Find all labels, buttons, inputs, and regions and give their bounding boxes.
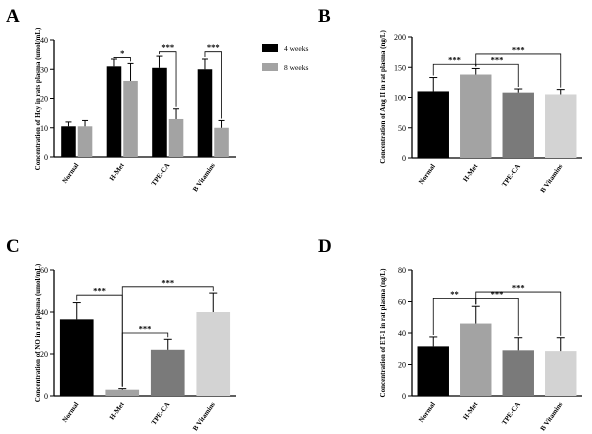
x-tick-label: B Vitamins xyxy=(539,162,565,194)
y-tick-label: 20 xyxy=(40,350,48,359)
significance-bracket xyxy=(475,53,562,88)
y-tick-label: 200 xyxy=(394,33,406,42)
bar xyxy=(123,80,138,157)
bar xyxy=(106,66,122,157)
x-tick-label: Normal xyxy=(61,401,81,424)
x-tick-label: B Vitamins xyxy=(539,400,565,432)
bar xyxy=(196,312,231,396)
y-axis-label: Concentration of ET-1 in rat plasma (ng/… xyxy=(379,268,387,398)
y-tick-label: 40 xyxy=(40,308,48,317)
y-tick-label: 80 xyxy=(398,266,406,275)
significance-label: *** xyxy=(491,55,504,65)
x-tick-label: B Vitamins xyxy=(191,400,217,432)
bar xyxy=(150,349,185,396)
bar xyxy=(152,67,167,157)
panel-b: B 0 50 100 150 200 Concentration of Ang II in … xyxy=(318,6,582,194)
y-axis-label: Concentration of Hcy in rats plasma (umo… xyxy=(34,27,42,170)
x-tick-label: TPE-CA xyxy=(500,401,522,427)
significance-bracket xyxy=(113,57,131,62)
significance-label: *** xyxy=(512,44,525,54)
y-tick-label: 50 xyxy=(398,124,406,133)
significance-label: * xyxy=(120,48,124,58)
y-tick-label: 10 xyxy=(40,124,48,133)
x-tick-label: Normal xyxy=(61,162,81,185)
bar xyxy=(417,91,449,158)
panel-label: C xyxy=(6,236,20,257)
x-tick-label: TPE-CA xyxy=(500,163,522,189)
y-tick-label: 0 xyxy=(44,153,48,162)
significance-label: *** xyxy=(207,42,220,52)
significance-label: *** xyxy=(161,42,174,52)
bar xyxy=(214,127,229,157)
y-tick-label: 150 xyxy=(394,63,406,72)
bar xyxy=(460,323,492,396)
significance-bracket xyxy=(475,291,562,336)
x-tick-label: H-Met xyxy=(461,162,479,183)
x-tick-label: B Vitamins xyxy=(191,161,217,193)
x-tick-label: H-Met xyxy=(108,400,126,421)
panel-d: D 0 20 40 60 80 Concentration of ET-1 in rat p… xyxy=(318,236,582,432)
legend-swatch xyxy=(262,63,278,71)
legend-swatch xyxy=(262,44,278,52)
y-axis-label: Concentration of NO in rat plasma (umol/… xyxy=(34,263,42,402)
bar xyxy=(417,346,449,396)
legend-label: 8 weeks xyxy=(284,63,308,72)
bar xyxy=(105,389,140,396)
y-tick-label: 20 xyxy=(398,361,406,370)
bar xyxy=(61,126,76,157)
bar xyxy=(168,118,184,157)
bar xyxy=(460,74,492,158)
bar xyxy=(545,351,577,396)
y-tick-label: 60 xyxy=(398,298,406,307)
panel-label: D xyxy=(318,236,332,257)
y-tick-label: 0 xyxy=(402,154,406,163)
bar xyxy=(77,126,93,157)
y-tick-label: 30 xyxy=(40,65,48,74)
x-tick-label: Normal xyxy=(417,401,437,424)
bar xyxy=(197,69,213,157)
significance-bracket xyxy=(432,63,477,76)
y-axis-label: Concentration of Ang II in rat plasma (n… xyxy=(379,30,387,164)
significance-bracket xyxy=(121,286,214,387)
y-tick-label: 20 xyxy=(40,95,48,104)
significance-label: *** xyxy=(491,289,504,299)
y-tick-label: 100 xyxy=(394,94,406,103)
y-tick-label: 60 xyxy=(40,266,48,275)
significance-label: *** xyxy=(512,283,525,293)
y-tick-label: 0 xyxy=(402,392,406,401)
significance-label: *** xyxy=(161,277,174,287)
y-tick-label: 0 xyxy=(44,392,48,401)
x-tick-label: H-Met xyxy=(461,400,479,421)
significance-label: *** xyxy=(448,55,461,65)
y-tick-label: 40 xyxy=(398,329,406,338)
significance-bracket xyxy=(204,51,222,119)
bar xyxy=(502,92,534,158)
significance-label: ** xyxy=(450,289,459,299)
y-tick-label: 40 xyxy=(40,36,48,45)
x-tick-label: H-Met xyxy=(108,161,126,182)
x-tick-label: Normal xyxy=(417,163,437,186)
bar xyxy=(59,319,94,396)
significance-label: *** xyxy=(139,324,152,334)
legend-label: 4 weeks xyxy=(284,44,308,53)
bar xyxy=(545,94,577,158)
panel-label: B xyxy=(318,6,331,27)
bar xyxy=(502,350,534,396)
x-tick-label: TPE-CA xyxy=(150,162,172,188)
x-tick-label: TPE-CA xyxy=(150,401,172,427)
significance-label: *** xyxy=(93,286,106,296)
panel-label: A xyxy=(6,6,20,27)
significance-bracket xyxy=(159,51,177,107)
